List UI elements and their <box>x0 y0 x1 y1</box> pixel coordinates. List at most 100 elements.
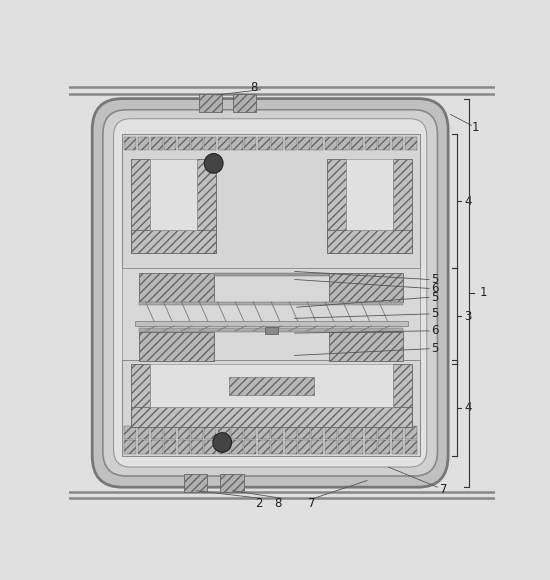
FancyBboxPatch shape <box>113 119 427 467</box>
Bar <box>378 440 390 454</box>
Bar <box>405 137 417 150</box>
Text: 3: 3 <box>464 310 472 323</box>
Text: 4: 4 <box>464 401 472 414</box>
Bar <box>130 407 412 427</box>
Bar <box>338 426 350 439</box>
Circle shape <box>204 154 223 173</box>
Bar <box>365 137 377 150</box>
Bar <box>150 159 197 230</box>
Text: 5: 5 <box>431 307 438 320</box>
Bar <box>378 426 390 439</box>
Bar <box>135 321 408 326</box>
Bar <box>298 137 310 150</box>
Bar <box>311 426 323 439</box>
Bar <box>265 327 278 334</box>
Bar <box>139 328 403 332</box>
Bar <box>122 360 420 456</box>
Bar <box>184 474 207 492</box>
Bar <box>229 376 314 394</box>
Bar <box>327 230 412 253</box>
Bar <box>271 440 283 454</box>
Bar <box>139 332 213 361</box>
Bar <box>199 94 222 112</box>
Text: 5: 5 <box>431 342 438 355</box>
Bar <box>245 426 256 439</box>
Bar <box>346 159 393 230</box>
Bar <box>324 440 337 454</box>
Bar <box>220 474 244 492</box>
Bar <box>151 137 163 150</box>
Bar <box>124 137 136 150</box>
Bar <box>124 440 136 454</box>
Bar <box>218 137 230 150</box>
Bar <box>338 440 350 454</box>
Text: 5: 5 <box>431 273 438 286</box>
Bar <box>191 426 203 439</box>
Bar <box>138 426 150 439</box>
Bar <box>122 135 420 269</box>
Text: 8: 8 <box>274 497 281 510</box>
Bar <box>130 364 150 427</box>
Bar <box>245 440 256 454</box>
Bar <box>338 137 350 150</box>
Bar <box>258 426 270 439</box>
Bar <box>258 137 270 150</box>
Bar <box>311 440 323 454</box>
FancyBboxPatch shape <box>103 110 437 476</box>
Bar <box>351 426 364 439</box>
Bar <box>151 440 163 454</box>
Bar <box>245 137 256 150</box>
Bar <box>164 137 176 150</box>
Bar <box>284 426 296 439</box>
Text: 6: 6 <box>431 324 438 338</box>
Bar <box>392 440 404 454</box>
Bar <box>218 426 230 439</box>
FancyBboxPatch shape <box>92 99 448 487</box>
Bar <box>138 137 150 150</box>
Bar <box>138 440 150 454</box>
Bar <box>231 426 243 439</box>
Bar <box>178 137 190 150</box>
Bar <box>178 426 190 439</box>
Bar <box>311 137 323 150</box>
Text: 1: 1 <box>480 287 488 299</box>
Text: 5: 5 <box>431 291 438 304</box>
Bar <box>191 137 203 150</box>
Bar <box>365 440 377 454</box>
Text: 4: 4 <box>464 195 472 208</box>
Bar <box>130 159 150 253</box>
Bar <box>392 137 404 150</box>
Bar <box>393 364 412 427</box>
Text: 1: 1 <box>471 121 479 134</box>
Bar <box>197 159 216 253</box>
Bar <box>351 440 364 454</box>
Bar <box>150 364 393 407</box>
Text: 7: 7 <box>439 483 447 496</box>
Bar <box>284 440 296 454</box>
Bar <box>365 426 377 439</box>
Bar <box>218 440 230 454</box>
Bar <box>164 426 176 439</box>
Bar <box>324 426 337 439</box>
Text: 7: 7 <box>308 497 316 510</box>
Bar <box>130 230 216 253</box>
Bar <box>405 426 417 439</box>
Circle shape <box>213 433 232 452</box>
Bar <box>231 137 243 150</box>
Bar <box>139 273 213 302</box>
Bar <box>213 273 329 277</box>
Bar <box>151 426 163 439</box>
Bar <box>178 440 190 454</box>
Text: 8: 8 <box>250 81 258 94</box>
Bar <box>231 440 243 454</box>
Bar <box>258 440 270 454</box>
Bar <box>271 137 283 150</box>
Bar <box>351 137 364 150</box>
Bar <box>233 94 256 112</box>
Bar <box>205 137 216 150</box>
Bar <box>124 426 136 439</box>
Bar <box>139 302 403 306</box>
Bar <box>329 332 403 361</box>
Text: 6: 6 <box>431 282 438 295</box>
Bar <box>405 440 417 454</box>
